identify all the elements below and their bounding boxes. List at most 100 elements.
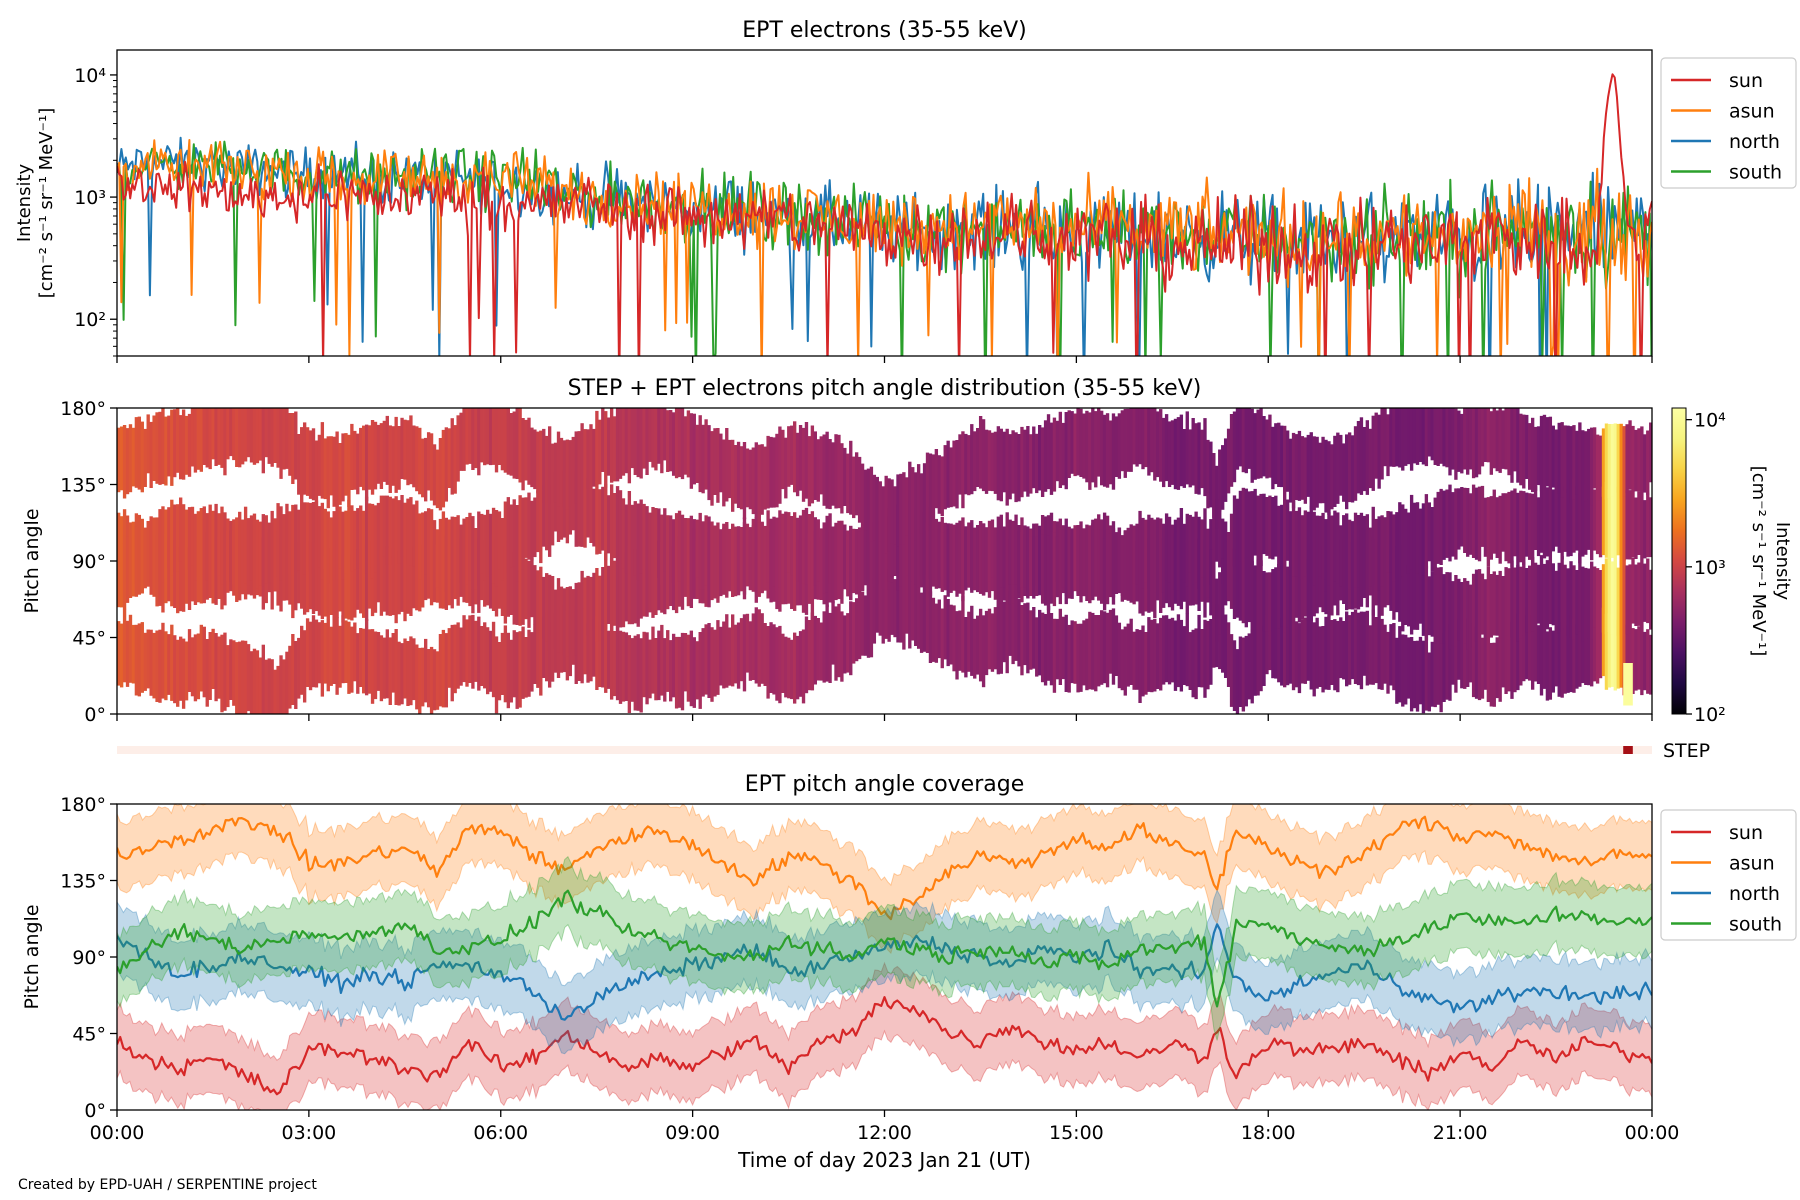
pad-cell [1250,629,1254,704]
pad-cell [775,517,779,592]
pad-cell [294,411,298,480]
pad-cell [1253,488,1257,556]
pad-cell [618,630,623,704]
pad-cell [542,616,546,678]
pad-cell [1339,617,1343,679]
pad-cell [792,421,797,493]
pad-cell [1082,413,1086,479]
pad-cell [474,408,478,469]
pad-cell [846,613,850,673]
pad-cell [787,543,791,604]
pad-cell [155,517,159,589]
pad-cell [627,635,632,713]
pad-cell [1179,508,1184,580]
pad-cell [1200,429,1204,489]
pad-cell [542,576,546,638]
pad-cell [1052,532,1057,607]
pad-cell [1545,417,1550,487]
pad-cell [267,522,271,583]
pad-cell [412,504,416,567]
pad-cell [453,624,457,694]
pad-cell [671,519,676,583]
pad-cell [1250,561,1254,636]
coverage-line-sun [117,996,1652,1096]
pad-cell [810,612,815,691]
pad-cell [940,456,944,517]
pad-cell [1528,565,1532,633]
pad-cell [618,554,623,628]
pad-cell [176,546,180,614]
pad-cell [255,519,260,589]
pad-cell [787,512,791,573]
pad-cell [300,427,304,497]
pad-cell [801,629,806,704]
pad-cell [1604,558,1609,635]
pad-cell [1528,493,1532,560]
pad-cell [1530,417,1535,493]
pad-cell [1285,430,1290,492]
pad-cell [1392,552,1396,620]
pad-cell [1433,497,1437,575]
pad-burst-cell [1623,663,1633,706]
pad-cell [878,481,882,542]
pad-cell [574,431,578,504]
pad-cell [745,613,750,673]
pad-cell [1498,633,1502,702]
pad-cell [592,428,596,487]
pad-cell [816,439,820,502]
pad-cell [190,408,195,467]
pad-cell [338,506,342,569]
pad-cell [1342,443,1346,502]
pad-cell [559,586,564,653]
pad-cell [609,621,614,700]
pad-cell [1498,408,1502,473]
pad-cell [232,408,236,461]
pad-cell [196,408,201,470]
pad-cell [161,408,165,485]
pad-cell [146,521,150,580]
pad-cell [1280,624,1284,686]
pad-cell [1244,408,1248,474]
pad-cell [1601,486,1606,556]
pad-cell [1418,556,1423,624]
pad-cell [199,624,203,692]
pad-cell [556,578,561,653]
step-strip [117,746,1652,754]
pad-cell [370,503,375,579]
pad-cell [500,518,505,581]
pad-cell [609,408,614,483]
pad-cell [1324,616,1328,690]
pad-cell [1164,513,1169,581]
pad-cell [305,543,310,613]
pad-cell [636,634,640,711]
pad-cell [1309,505,1313,583]
pad-cell [1533,486,1538,550]
pad-cell [536,570,540,632]
pad-cell [627,408,632,484]
pad-cell [1442,490,1446,560]
pad-cell [465,408,469,465]
pad-cell [364,544,369,621]
pad-cell [456,415,460,482]
pad-cell [270,408,274,467]
pad-cell [1235,649,1240,714]
pad-cell [1554,429,1558,490]
pad-cell [701,521,705,590]
pad-cell [1339,525,1343,587]
pad-cell [1460,413,1464,474]
pad-cell [450,624,454,702]
pad-cell [270,510,274,584]
pad-cell [238,641,242,714]
pad-cell [406,641,410,706]
pad-cell [698,632,702,709]
pad-cell [518,495,522,572]
pad-cell [1312,511,1316,586]
pad-cell [1105,612,1110,688]
pad-cell [1421,503,1426,576]
pad-cell [450,516,454,593]
pad-cell [1474,626,1479,699]
pad-cell [961,595,965,673]
pad-cell [530,632,534,692]
pad-cell [1569,561,1573,638]
pad-cell [769,622,773,693]
